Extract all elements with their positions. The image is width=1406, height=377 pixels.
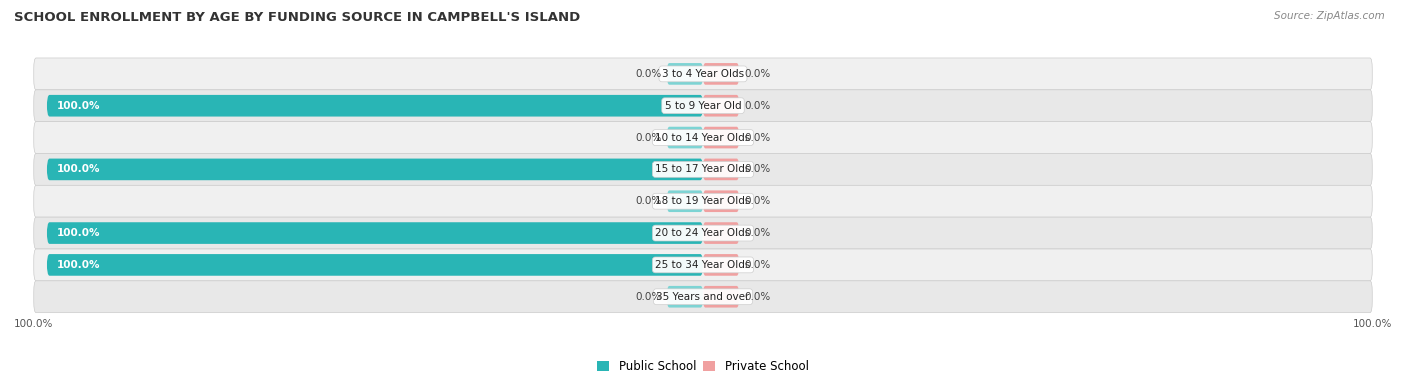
Text: 10 to 14 Year Olds: 10 to 14 Year Olds [655,133,751,143]
FancyBboxPatch shape [703,95,740,116]
FancyBboxPatch shape [666,286,703,308]
Text: 0.0%: 0.0% [744,133,770,143]
Text: 0.0%: 0.0% [744,228,770,238]
Text: 100.0%: 100.0% [1353,319,1392,329]
FancyBboxPatch shape [34,217,1372,249]
FancyBboxPatch shape [46,254,703,276]
FancyBboxPatch shape [703,190,740,212]
Text: 0.0%: 0.0% [744,164,770,175]
FancyBboxPatch shape [666,190,703,212]
FancyBboxPatch shape [46,95,703,116]
Legend: Public School, Private School: Public School, Private School [593,355,813,377]
FancyBboxPatch shape [703,254,740,276]
Text: 15 to 17 Year Olds: 15 to 17 Year Olds [655,164,751,175]
Text: 0.0%: 0.0% [744,69,770,79]
Text: 3 to 4 Year Olds: 3 to 4 Year Olds [662,69,744,79]
FancyBboxPatch shape [666,127,703,149]
FancyBboxPatch shape [46,222,703,244]
Text: 0.0%: 0.0% [636,196,662,206]
Text: 0.0%: 0.0% [744,196,770,206]
Text: 0.0%: 0.0% [744,260,770,270]
FancyBboxPatch shape [34,281,1372,313]
FancyBboxPatch shape [46,159,703,180]
Text: 5 to 9 Year Old: 5 to 9 Year Old [665,101,741,111]
Text: 100.0%: 100.0% [56,164,100,175]
Text: 0.0%: 0.0% [636,69,662,79]
FancyBboxPatch shape [703,127,740,149]
Text: 35 Years and over: 35 Years and over [657,292,749,302]
Text: 100.0%: 100.0% [56,260,100,270]
FancyBboxPatch shape [666,63,703,85]
Text: 0.0%: 0.0% [636,133,662,143]
Text: 25 to 34 Year Olds: 25 to 34 Year Olds [655,260,751,270]
FancyBboxPatch shape [703,222,740,244]
FancyBboxPatch shape [34,185,1372,217]
FancyBboxPatch shape [34,90,1372,122]
FancyBboxPatch shape [34,249,1372,281]
Text: 20 to 24 Year Olds: 20 to 24 Year Olds [655,228,751,238]
Text: 100.0%: 100.0% [56,228,100,238]
FancyBboxPatch shape [703,63,740,85]
FancyBboxPatch shape [34,122,1372,153]
Text: 0.0%: 0.0% [636,292,662,302]
Text: 100.0%: 100.0% [56,101,100,111]
FancyBboxPatch shape [703,159,740,180]
Text: 0.0%: 0.0% [744,101,770,111]
Text: SCHOOL ENROLLMENT BY AGE BY FUNDING SOURCE IN CAMPBELL'S ISLAND: SCHOOL ENROLLMENT BY AGE BY FUNDING SOUR… [14,11,581,24]
Text: 100.0%: 100.0% [14,319,53,329]
Text: 0.0%: 0.0% [744,292,770,302]
FancyBboxPatch shape [34,153,1372,185]
Text: Source: ZipAtlas.com: Source: ZipAtlas.com [1274,11,1385,21]
FancyBboxPatch shape [703,286,740,308]
FancyBboxPatch shape [34,58,1372,90]
Text: 18 to 19 Year Olds: 18 to 19 Year Olds [655,196,751,206]
